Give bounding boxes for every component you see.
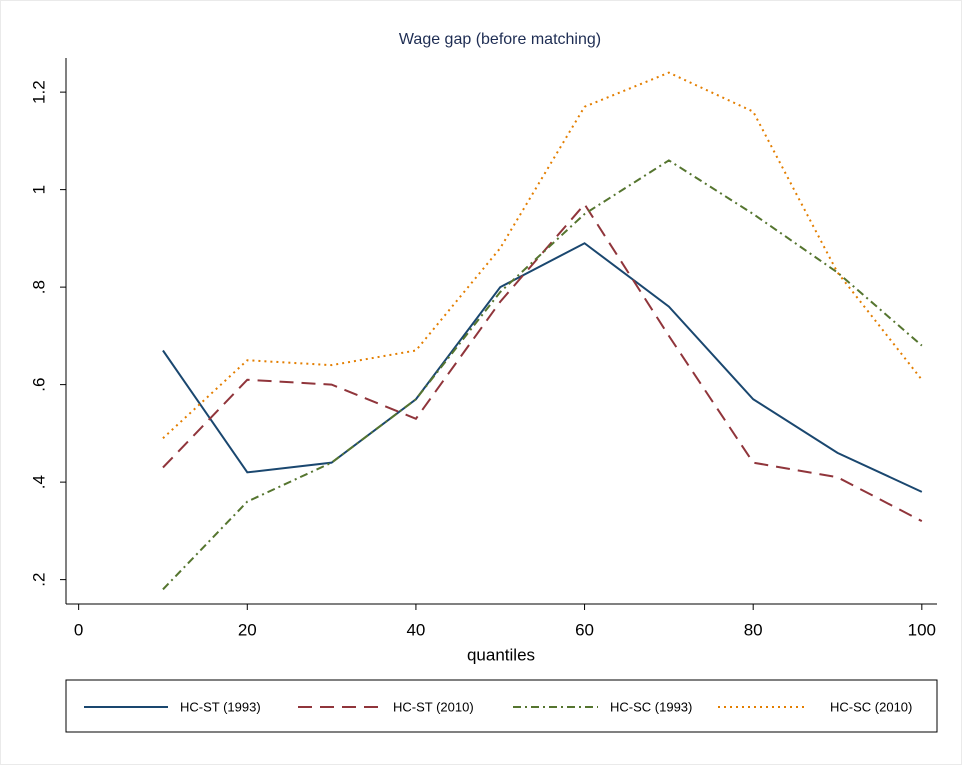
x-tick-label: 20 <box>238 620 257 639</box>
y-tick-label: .4 <box>29 475 48 489</box>
x-tick-label: 100 <box>908 620 936 639</box>
chart-title: Wage gap (before matching) <box>399 31 601 48</box>
y-tick-label: .2 <box>29 573 48 587</box>
y-tick-label: .8 <box>29 280 48 294</box>
x-tick-label: 80 <box>744 620 763 639</box>
y-tick-label: 1.2 <box>29 80 48 104</box>
y-tick-label: 1 <box>29 185 48 194</box>
legend-label: HC-SC (2010) <box>830 699 912 714</box>
legend-label: HC-SC (1993) <box>610 699 692 714</box>
series-line <box>162 202 923 523</box>
legend-label: HC-ST (1993) <box>180 699 261 714</box>
x-tick-label: 0 <box>74 620 83 639</box>
series-line <box>162 159 923 591</box>
x-tick-label: 60 <box>575 620 594 639</box>
series-line <box>162 71 923 439</box>
legend-label: HC-ST (2010) <box>393 699 474 714</box>
x-tick-label: 40 <box>406 620 425 639</box>
series-line <box>162 242 923 493</box>
x-axis-label: quantiles <box>467 645 535 664</box>
y-tick-label: .6 <box>29 378 48 392</box>
